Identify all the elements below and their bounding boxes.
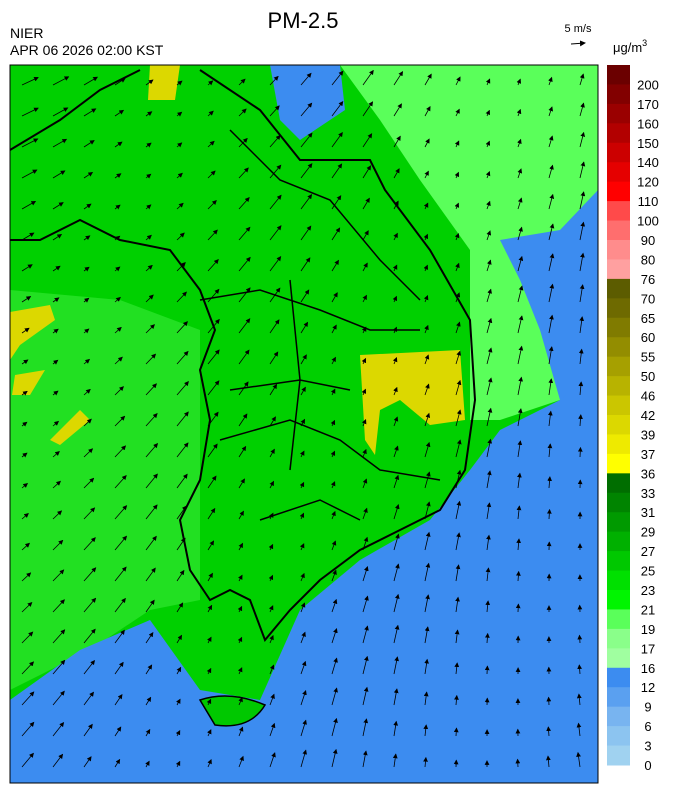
colorbar: 2001701601501401201101009080767065605550…	[607, 65, 659, 773]
colorbar-swatch	[607, 240, 630, 260]
colorbar-swatch	[607, 259, 630, 279]
colorbar-swatch	[607, 279, 630, 299]
colorbar-label: 76	[641, 272, 655, 287]
colorbar-swatch	[607, 376, 630, 396]
wind-arrow	[456, 728, 457, 736]
colorbar-label: 31	[641, 505, 655, 520]
colorbar-label: 3	[644, 739, 651, 754]
colorbar-label: 46	[641, 389, 655, 404]
colorbar-swatch	[607, 415, 630, 435]
colorbar-swatch	[607, 434, 630, 454]
colorbar-label: 200	[637, 77, 659, 92]
colorbar-label: 70	[641, 291, 655, 306]
colorbar-swatch	[607, 298, 630, 318]
colorbar-swatch	[607, 551, 630, 571]
colorbar-swatch	[607, 201, 630, 221]
map	[10, 65, 598, 783]
colorbar-swatch	[607, 590, 630, 610]
wind-arrow	[580, 635, 581, 643]
colorbar-swatch	[607, 532, 630, 552]
colorbar-swatch	[607, 648, 630, 668]
colorbar-swatch	[607, 493, 630, 513]
colorbar-swatch	[607, 609, 630, 629]
colorbar-label: 50	[641, 369, 655, 384]
colorbar-swatch	[607, 396, 630, 416]
colorbar-label: 120	[637, 175, 659, 190]
colorbar-swatch	[607, 687, 630, 707]
unit: μg/m3	[613, 38, 647, 55]
colorbar-swatch	[607, 726, 630, 746]
colorbar-swatch	[607, 337, 630, 357]
colorbar-label: 170	[637, 97, 659, 112]
colorbar-label: 65	[641, 311, 655, 326]
colorbar-swatch	[607, 143, 630, 163]
colorbar-label: 55	[641, 350, 655, 365]
agency: NIER	[10, 25, 43, 41]
unit-sup: 3	[642, 38, 647, 48]
colorbar-label: 27	[641, 544, 655, 559]
colorbar-label: 17	[641, 641, 655, 656]
colorbar-label: 9	[644, 700, 651, 715]
colorbar-swatch	[607, 707, 630, 727]
colorbar-label: 12	[641, 680, 655, 695]
colorbar-label: 160	[637, 116, 659, 131]
colorbar-swatch	[607, 182, 630, 202]
colorbar-swatch	[607, 512, 630, 532]
colorbar-swatch	[607, 473, 630, 493]
colorbar-swatch	[607, 629, 630, 649]
colorbar-swatch	[607, 357, 630, 377]
colorbar-label: 100	[637, 214, 659, 229]
colorbar-label: 36	[641, 466, 655, 481]
colorbar-label: 19	[641, 622, 655, 637]
colorbar-swatch	[607, 318, 630, 338]
colorbar-label: 21	[641, 602, 655, 617]
colorbar-label: 23	[641, 583, 655, 598]
colorbar-swatch	[607, 65, 630, 85]
colorbar-label: 110	[638, 194, 659, 209]
wind-scale-arrow	[571, 43, 585, 44]
colorbar-label: 25	[641, 564, 655, 579]
colorbar-swatch	[607, 454, 630, 474]
colorbar-swatch	[607, 84, 630, 104]
high-patch	[148, 65, 180, 100]
wind-scale: 5 m/s	[565, 23, 592, 35]
colorbar-label: 16	[641, 661, 655, 676]
colorbar-swatch	[607, 104, 630, 124]
colorbar-label: 33	[641, 486, 655, 501]
colorbar-swatch	[607, 221, 630, 241]
colorbar-swatch	[607, 668, 630, 688]
title: PM-2.5	[268, 8, 339, 33]
colorbar-label: 80	[641, 252, 655, 267]
colorbar-swatch	[607, 571, 630, 591]
colorbar-label: 42	[641, 408, 655, 423]
colorbar-label: 0	[644, 758, 651, 773]
datetime: APR 06 2026 02:00 KST	[10, 42, 164, 58]
colorbar-swatch	[607, 162, 630, 182]
colorbar-label: 29	[641, 525, 655, 540]
wind-arrow	[580, 448, 581, 457]
colorbar-label: 60	[641, 330, 655, 345]
colorbar-label: 6	[644, 719, 651, 734]
colorbar-label: 39	[641, 427, 655, 442]
colorbar-swatch	[607, 123, 630, 143]
colorbar-label: 37	[641, 447, 655, 462]
unit-text: μg/m	[613, 40, 642, 55]
colorbar-label: 90	[641, 233, 655, 248]
colorbar-label: 140	[637, 155, 659, 170]
colorbar-swatch	[607, 746, 630, 766]
colorbar-label: 150	[637, 136, 659, 151]
